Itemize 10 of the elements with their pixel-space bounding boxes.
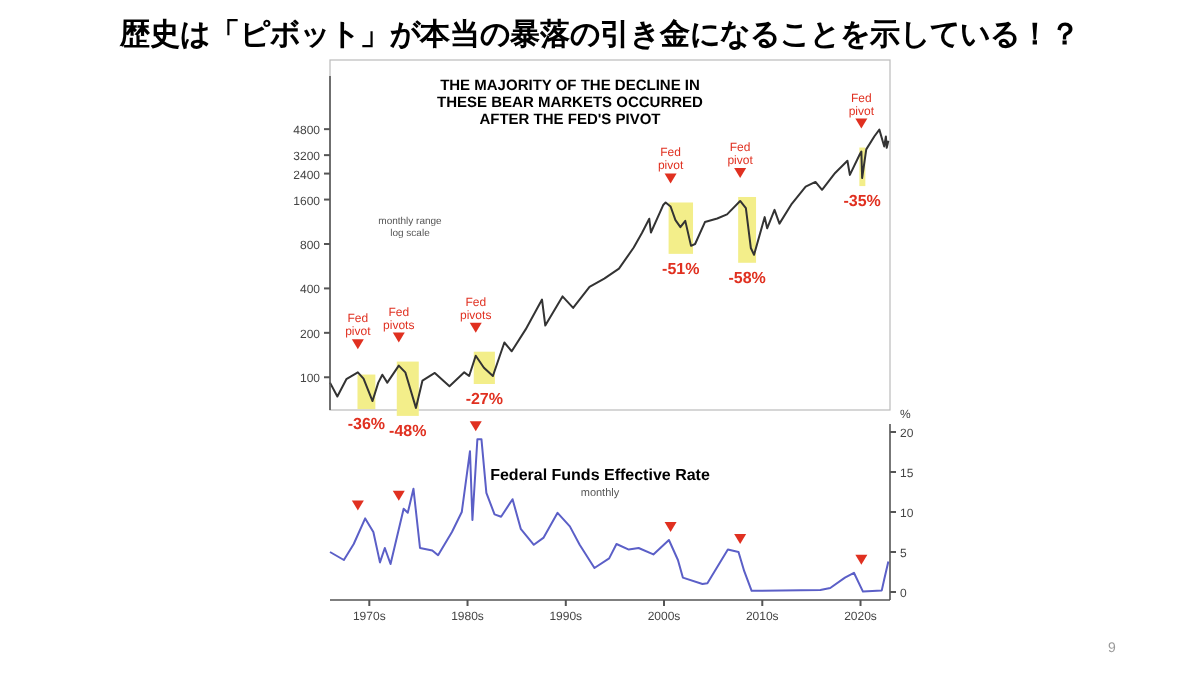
chart-title: 歴史は「ピボット」が本当の暴落の引き金になることを示している！？ xyxy=(118,18,1080,52)
band-label: -36% xyxy=(347,415,386,434)
line-series xyxy=(329,128,890,409)
line-series xyxy=(329,438,890,593)
band-label: -51% xyxy=(662,259,700,278)
band-label: -27% xyxy=(465,389,503,408)
band-label: -35% xyxy=(843,192,881,211)
band-label: -48% xyxy=(389,421,427,440)
text: Federal Funds Effective Rate xyxy=(490,466,711,484)
band-label: -58% xyxy=(728,268,766,287)
